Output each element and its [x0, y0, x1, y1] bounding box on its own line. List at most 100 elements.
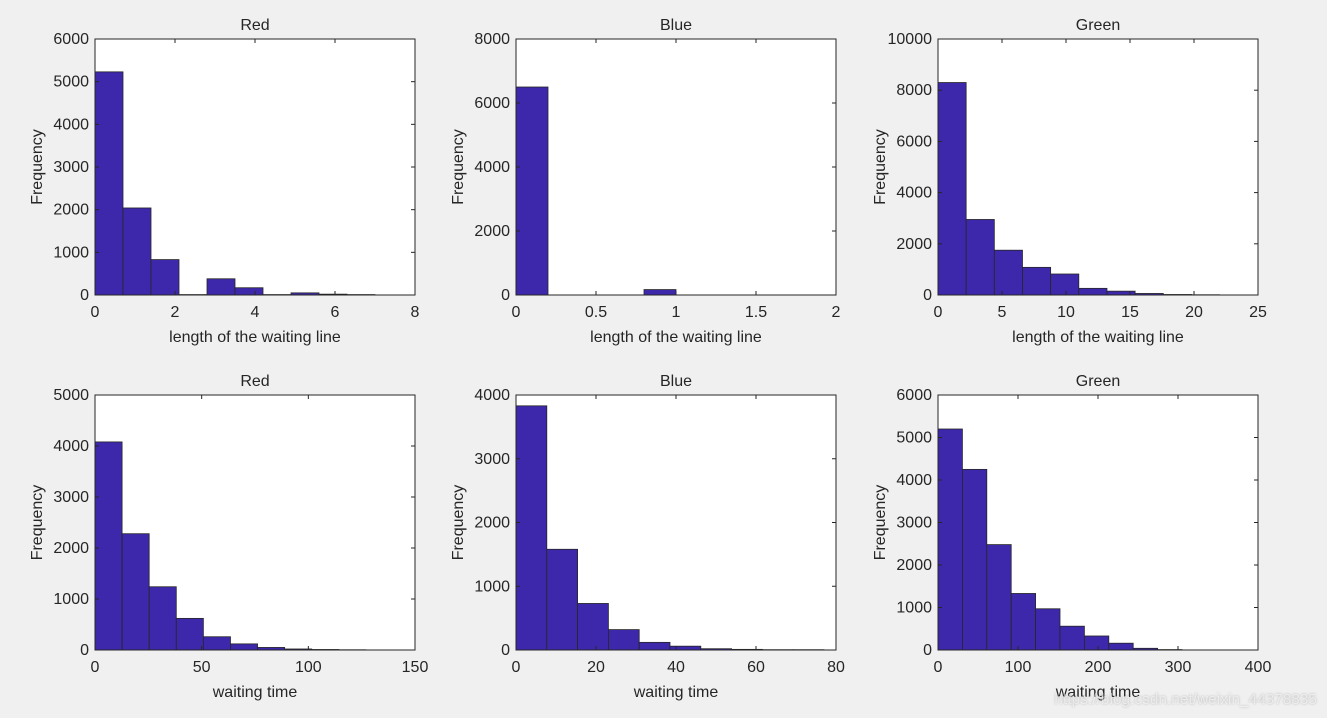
y-axis-label: Frequency [872, 129, 889, 205]
y-tick-label: 1000 [53, 244, 89, 261]
y-axis-label: Frequency [29, 485, 46, 561]
chart-red-length: 0 2 4 6 8 0 1000 2000 3000 4000 5000 6000 Red length … [29, 17, 420, 346]
x-tick-label: 0 [934, 659, 943, 676]
y-tick-label: 10000 [888, 31, 933, 48]
x-tick-label: 60 [747, 659, 765, 676]
histogram-bar [150, 259, 180, 296]
y-tick-label: 0 [80, 642, 89, 659]
x-tick-label: 15 [1121, 304, 1139, 321]
x-tick-label: 0 [91, 304, 100, 321]
y-tick-label: 8000 [474, 31, 510, 48]
x-tick-label: 100 [1005, 659, 1032, 676]
y-tick-label: 6000 [896, 387, 932, 404]
y-tick-label: 6000 [474, 95, 510, 112]
chart-title: Green [1076, 17, 1120, 34]
x-tick-label: 2 [832, 304, 841, 321]
histogram-bar [94, 71, 124, 296]
histogram-bar [121, 533, 150, 651]
histogram-bar [546, 548, 578, 651]
y-tick-label: 1000 [53, 591, 89, 608]
y-tick-label: 3000 [896, 515, 932, 532]
histogram-bar [1050, 273, 1080, 296]
y-axis-label: Frequency [29, 129, 46, 205]
x-tick-label: 5 [998, 304, 1007, 321]
x-tick-label: 150 [402, 659, 429, 676]
histogram-bar [937, 428, 963, 651]
y-tick-label: 2000 [896, 236, 932, 253]
x-tick-label: 300 [1165, 659, 1192, 676]
histogram-bar [1106, 290, 1136, 296]
histogram-bar [965, 219, 995, 296]
x-axis-label: waiting time [1055, 684, 1141, 701]
x-tick-label: 50 [193, 659, 211, 676]
y-tick-label: 3000 [53, 159, 89, 176]
chart-title: Blue [660, 373, 692, 390]
y-tick-label: 4000 [896, 185, 932, 202]
y-axis-label: Frequency [872, 485, 889, 561]
chart-blue-length: 0 0.5 1 1.5 2 0 2000 4000 6000 8000 Blue length of … [450, 17, 841, 346]
chart-title: Blue [660, 17, 692, 34]
y-tick-label: 3000 [474, 451, 510, 468]
axes-frame [94, 394, 416, 651]
x-tick-label: 0 [512, 304, 521, 321]
x-tick-label: 0 [91, 659, 100, 676]
chart-green-time: 0 100 200 300 4000100020003000400050006000Gr… [872, 373, 1271, 701]
x-tick-label: 1 [672, 304, 681, 321]
histogram-bar [202, 636, 231, 651]
histogram-bar [638, 641, 671, 651]
histogram-bar [962, 468, 988, 651]
histogram-bar [1035, 608, 1061, 651]
x-axis-label: length of the waiting line [590, 329, 762, 346]
x-tick-label: 8 [411, 304, 420, 321]
watermark: https://blog.csdn.net/weixin_44378835 [1054, 691, 1317, 708]
x-tick-label: 4 [251, 304, 260, 321]
y-tick-label: 5000 [896, 430, 932, 447]
y-tick-label: 5000 [53, 387, 89, 404]
x-tick-label: 1.5 [745, 304, 767, 321]
chart-blue-time: 0 20 40 60 80 0 1000 2000 3000 4000 Blue waiting ti… [450, 373, 845, 701]
y-tick-label: 0 [501, 287, 510, 304]
histogram-bar [515, 86, 549, 296]
y-tick-label: 1000 [474, 578, 510, 595]
chart-title: Green [1076, 373, 1120, 390]
x-tick-label: 25 [1249, 304, 1267, 321]
y-tick-label: 2000 [53, 202, 89, 219]
histogram-bar [175, 617, 204, 651]
chart-title: Red [240, 17, 269, 34]
y-tick-label: 4000 [474, 159, 510, 176]
histogram-bar [515, 405, 548, 651]
y-tick-label: 0 [501, 642, 510, 659]
histogram-bar [1022, 266, 1052, 296]
y-tick-label: 5000 [53, 74, 89, 91]
y-tick-label: 2000 [53, 540, 89, 557]
x-tick-label: 200 [1085, 659, 1112, 676]
histogram-bar [234, 287, 264, 296]
x-tick-label: 100 [295, 659, 322, 676]
x-axis-label: waiting time [212, 684, 298, 701]
x-tick-label: 20 [587, 659, 605, 676]
y-tick-label: 2000 [474, 223, 510, 240]
chart-red-time: 0 50 100 150 0 1000 2000 3000 4000 5000 Red waiting… [29, 373, 428, 701]
chart-title: Red [240, 373, 269, 390]
y-axis-label: Frequency [450, 129, 467, 205]
y-tick-label: 4000 [474, 387, 510, 404]
histogram-bar [1108, 642, 1134, 651]
y-tick-label: 3000 [53, 489, 89, 506]
histogram-bar [643, 289, 677, 296]
histogram-bar [122, 207, 152, 296]
y-tick-label: 1000 [896, 600, 932, 617]
x-axis-label: length of the waiting line [169, 329, 341, 346]
chart-green-length: 0 5 10 15 20 25 0 2000 4000 6000 8000 10000 Green len… [872, 17, 1267, 346]
histogram-bar [1084, 635, 1110, 651]
y-tick-label: 0 [80, 287, 89, 304]
histogram-bar [577, 603, 609, 651]
histogram-bar [1059, 625, 1085, 651]
histogram-bar [608, 629, 640, 651]
x-tick-label: 40 [667, 659, 685, 676]
y-tick-label: 2000 [474, 515, 510, 532]
histogram-bar [230, 643, 258, 651]
y-tick-label: 4000 [53, 116, 89, 133]
y-tick-label: 0 [923, 642, 932, 659]
y-tick-label: 0 [923, 287, 932, 304]
